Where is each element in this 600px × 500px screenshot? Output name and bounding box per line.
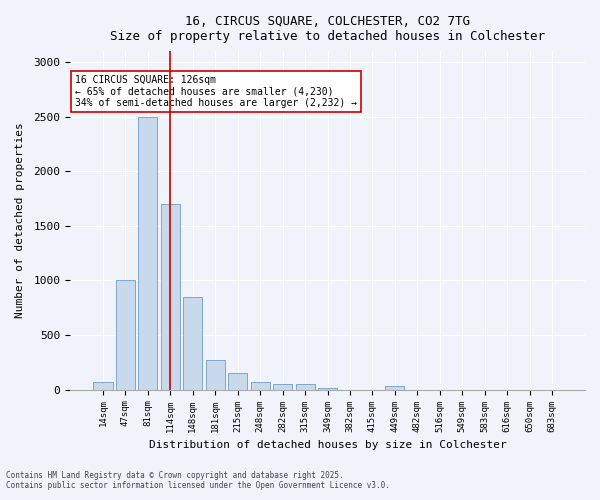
X-axis label: Distribution of detached houses by size in Colchester: Distribution of detached houses by size … xyxy=(149,440,506,450)
Bar xyxy=(116,280,135,390)
Bar xyxy=(296,384,314,390)
Bar xyxy=(318,388,337,390)
Bar xyxy=(183,297,202,390)
Bar xyxy=(206,360,225,390)
Bar xyxy=(139,116,157,390)
Y-axis label: Number of detached properties: Number of detached properties xyxy=(15,122,25,318)
Text: 16 CIRCUS SQUARE: 126sqm
← 65% of detached houses are smaller (4,230)
34% of sem: 16 CIRCUS SQUARE: 126sqm ← 65% of detach… xyxy=(75,75,357,108)
Bar xyxy=(251,382,270,390)
Bar xyxy=(273,384,292,390)
Bar xyxy=(228,374,247,390)
Bar xyxy=(385,386,404,390)
Bar xyxy=(94,382,113,390)
Title: 16, CIRCUS SQUARE, COLCHESTER, CO2 7TG
Size of property relative to detached hou: 16, CIRCUS SQUARE, COLCHESTER, CO2 7TG S… xyxy=(110,15,545,43)
Bar xyxy=(161,204,180,390)
Text: Contains HM Land Registry data © Crown copyright and database right 2025.
Contai: Contains HM Land Registry data © Crown c… xyxy=(6,470,390,490)
